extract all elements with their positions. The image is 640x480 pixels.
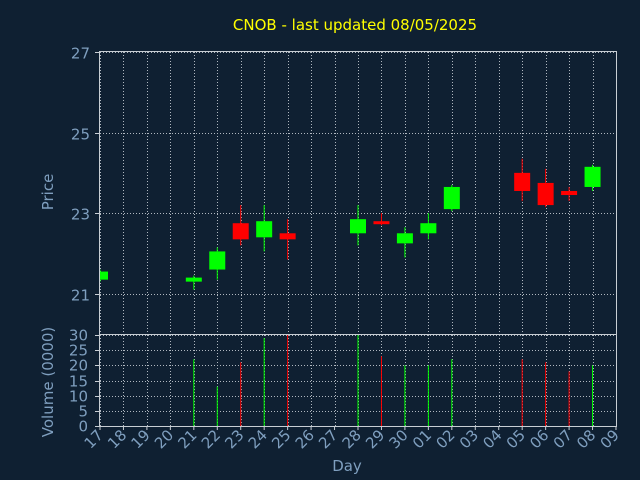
x-tick-label: 09 <box>597 426 623 452</box>
x-tick-label: 21 <box>174 426 200 452</box>
x-tick-label: 04 <box>479 426 505 452</box>
candle-body <box>232 223 249 240</box>
volume-y-tick-label: 0 <box>78 418 88 436</box>
volume-y-tick-label: 15 <box>69 373 88 391</box>
candle-body <box>373 221 390 225</box>
x-tick-label: 07 <box>550 426 576 452</box>
candle-body <box>256 221 273 238</box>
volume-y-tick-label: 20 <box>69 357 88 375</box>
x-tick-label: 19 <box>128 426 154 452</box>
x-tick-label: 08 <box>573 426 599 452</box>
price-y-tick-label: 23 <box>71 206 90 224</box>
candle-body <box>443 186 460 210</box>
candle-body <box>561 190 578 196</box>
candle-body <box>514 172 531 191</box>
x-tick-label: 02 <box>432 426 458 452</box>
candle-body <box>279 233 296 240</box>
price-y-ticks: 21 23 25 27 <box>71 45 100 305</box>
price-axis-label: Price <box>39 174 57 211</box>
x-tick-label: 28 <box>339 426 365 452</box>
candle-body <box>584 166 601 187</box>
candle-body <box>396 233 413 244</box>
candle-body <box>185 277 202 282</box>
volume-bars <box>193 335 594 426</box>
candle-body <box>209 251 226 270</box>
volume-y-tick-label: 25 <box>69 342 88 360</box>
x-axis-label: Day <box>332 457 362 475</box>
x-tick-label: 06 <box>526 426 552 452</box>
x-tick-label: 26 <box>292 426 318 452</box>
x-tick-label: 05 <box>503 426 529 452</box>
volume-y-tick-label: 30 <box>69 327 88 345</box>
x-tick-label: 30 <box>386 426 412 452</box>
x-tick-label: 24 <box>245 426 271 452</box>
x-tick-label: 29 <box>362 426 388 452</box>
x-tick-label: 03 <box>456 426 482 452</box>
x-tick-label: 23 <box>221 426 247 452</box>
price-y-tick-label: 25 <box>71 126 90 144</box>
x-tick-label: 25 <box>268 426 294 452</box>
candle-body <box>350 219 366 234</box>
volume-y-tick-label: 10 <box>69 388 88 406</box>
price-y-tick-label: 27 <box>71 45 90 63</box>
price-panel: 21 23 25 27 Price <box>39 45 617 335</box>
x-tick-label: 18 <box>104 426 130 452</box>
candle-body <box>420 223 437 234</box>
x-tick-label: 22 <box>198 426 224 452</box>
x-tick-label: 01 <box>409 426 435 452</box>
x-tick-label: 27 <box>315 426 341 452</box>
x-tick-label: 20 <box>151 426 177 452</box>
x-axis-ticks: 1718192021222324252627282930010203040506… <box>81 426 623 452</box>
chart-title: CNOB - last updated 08/05/2025 <box>233 16 477 34</box>
volume-axis-label: Volume (0000) <box>39 327 57 437</box>
price-candles <box>99 158 601 290</box>
candle-body <box>100 271 108 280</box>
candle-body <box>537 182 554 206</box>
price-y-tick-label: 21 <box>71 287 90 305</box>
volume-y-tick-label: 5 <box>78 403 88 421</box>
